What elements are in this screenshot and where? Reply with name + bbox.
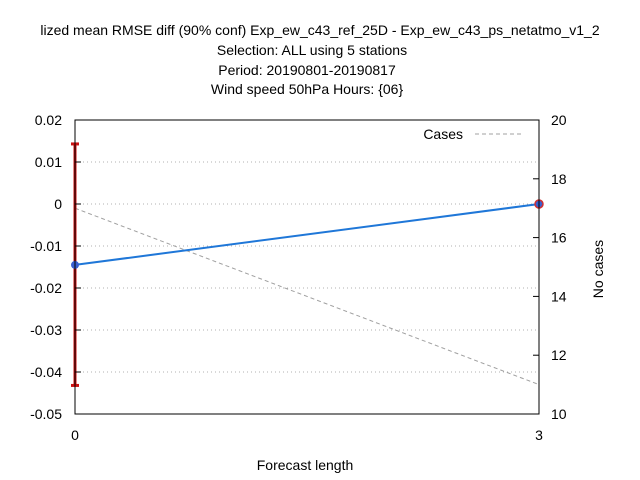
title-line-4: Wind speed 50hPa Hours: {06} [211, 81, 404, 97]
y-tick-label: -0.03 [30, 322, 62, 338]
y-tick-label: 0.02 [35, 112, 62, 128]
plot-frame [74, 119, 540, 415]
y2-tick-label: 14 [551, 288, 567, 304]
y2-tick-label: 10 [551, 406, 567, 422]
y-tick-label: -0.04 [30, 364, 62, 380]
series-line-cases [74, 207, 540, 386]
title-line-3: Period: 20190801-20190817 [218, 62, 396, 78]
x-axis-label: Forecast length [257, 457, 354, 473]
legend: Cases [423, 126, 521, 142]
y2-tick-label: 16 [551, 230, 567, 246]
title-line-1: lized mean RMSE diff (90% conf) Exp_ew_c… [40, 22, 599, 38]
chart-title: lized mean RMSE diff (90% conf) Exp_ew_c… [40, 22, 599, 97]
grid [75, 161, 539, 373]
title-line-2: Selection: ALL using 5 stations [217, 42, 407, 58]
y-tick-label: -0.01 [30, 238, 62, 254]
y2-tick-label: 18 [551, 171, 567, 187]
y2-tick-label: 12 [551, 347, 567, 363]
y-tick-label: -0.05 [30, 406, 62, 422]
x-tick-label: 3 [535, 427, 543, 443]
ticks: 0.02 0.01 0 -0.01 -0.02 -0.03 -0.04 -0.05 20 18 16… [30, 112, 567, 443]
x-tick-label: 0 [71, 427, 79, 443]
y2-tick-label: 20 [551, 112, 567, 128]
y2-axis-label: No cases [590, 240, 606, 298]
series-line-rmse-diff [74, 203, 540, 266]
series-layer [71, 142, 544, 387]
y-tick-label: 0 [54, 196, 62, 212]
y-tick-label: -0.02 [30, 280, 62, 296]
y-tick-label: 0.01 [35, 154, 62, 170]
legend-entry-cases: Cases [423, 126, 463, 142]
